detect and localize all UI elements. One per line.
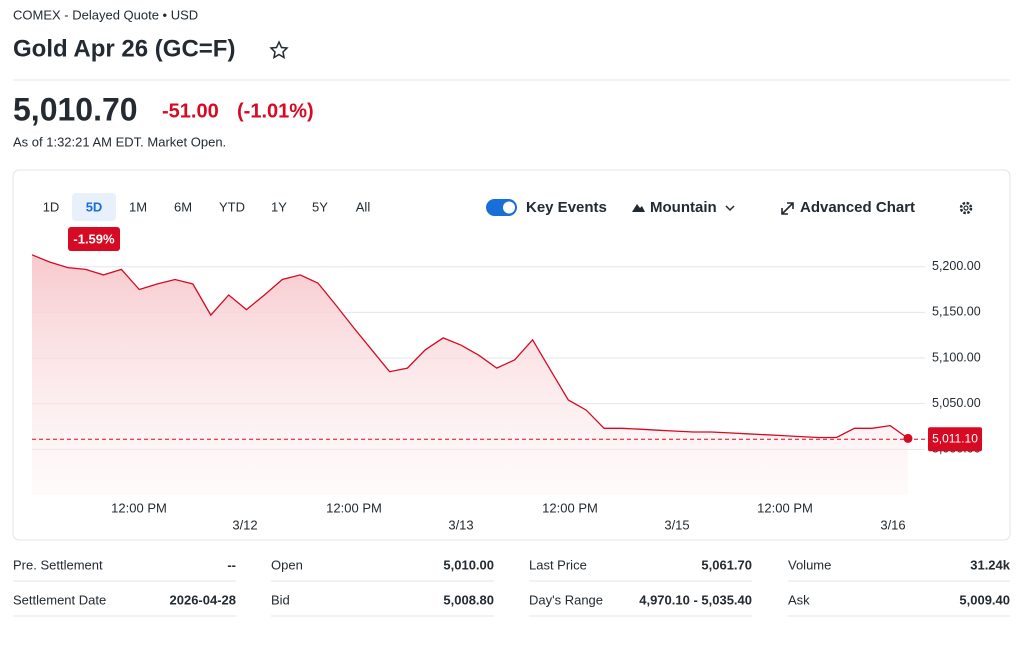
- range-tab[interactable]: 6M: [174, 199, 192, 214]
- x-tick-label: 3/12: [232, 517, 257, 532]
- last-price-tag: [928, 427, 982, 452]
- stat-label: Last Price: [529, 557, 587, 572]
- chevron: [725, 205, 735, 212]
- stat-label: Settlement Date: [13, 592, 106, 607]
- range-tab-active: [72, 193, 116, 221]
- range-tab[interactable]: 1D: [43, 199, 60, 214]
- change-pct: (-1.01%): [237, 100, 314, 122]
- last-point: [903, 433, 913, 443]
- last-price-label: 5,011.10: [932, 431, 978, 445]
- quote-title: Gold Apr 26 (GC=F): [13, 35, 235, 62]
- stat-value: 5,009.40: [959, 592, 1010, 607]
- x-tick-label: 3/13: [448, 517, 473, 532]
- watch-star[interactable]: [269, 40, 289, 59]
- y-tick-label: 5,150.00: [932, 305, 981, 319]
- range-tab[interactable]: 1Y: [271, 199, 287, 214]
- change: -51.00: [162, 100, 219, 122]
- price-line: [31, 254, 909, 439]
- settings-hub: [963, 205, 969, 211]
- y-tick-label: 5,100.00: [932, 350, 981, 364]
- x-tick-label: 12:00 PM: [111, 500, 167, 515]
- range-tab[interactable]: 5Y: [312, 199, 328, 214]
- y-tick-label: 5,050.00: [932, 396, 981, 410]
- chart-style[interactable]: Mountain: [650, 199, 717, 216]
- stat-value: 5,061.70: [701, 557, 752, 572]
- stat-value: 2026-04-28: [170, 592, 237, 607]
- expand-icon: [781, 202, 794, 215]
- stat-value: --: [227, 557, 236, 572]
- range-badge: [68, 227, 120, 251]
- key-events[interactable]: Key Events: [526, 199, 607, 216]
- stat-value: 31.24k: [970, 557, 1011, 572]
- price: 5,010.70: [13, 91, 138, 127]
- stat-value: 5,010.00: [443, 557, 494, 572]
- range-tab[interactable]: 5D: [86, 199, 103, 214]
- advanced-chart[interactable]: Advanced Chart: [800, 199, 915, 216]
- stat-label: Volume: [788, 557, 831, 572]
- chart-card: [12, 169, 1011, 541]
- x-tick-label: 12:00 PM: [757, 500, 813, 515]
- x-tick-label: 12:00 PM: [326, 500, 382, 515]
- range-tab[interactable]: YTD: [219, 199, 245, 214]
- x-tick-label: 3/15: [664, 517, 689, 532]
- x-tick-label: 3/16: [880, 517, 905, 532]
- stat-value: 4,970.10 - 5,035.40: [639, 592, 752, 607]
- x-tick-label: 12:00 PM: [542, 500, 598, 515]
- stat-label: Day's Range: [529, 592, 603, 607]
- area: [32, 254, 908, 495]
- mountain-icon: [632, 204, 645, 212]
- toggle-knob: [503, 201, 515, 214]
- settings-icon[interactable]: [959, 201, 973, 215]
- stat-label: Ask: [788, 592, 810, 607]
- y-tick-label: 5,200.00: [932, 259, 981, 273]
- stat-value: 5,008.80: [443, 592, 494, 607]
- exchange: COMEX - Delayed Quote • USD: [13, 7, 198, 22]
- range-tab[interactable]: 1M: [129, 199, 147, 214]
- stat-label: Pre. Settlement: [13, 557, 103, 572]
- range-tab[interactable]: All: [356, 199, 371, 214]
- range-change: -1.59%: [73, 231, 115, 246]
- as-of: As of 1:32:21 AM EDT. Market Open.: [13, 134, 226, 149]
- stat-label: Bid: [271, 592, 290, 607]
- stat-label: Open: [271, 557, 303, 572]
